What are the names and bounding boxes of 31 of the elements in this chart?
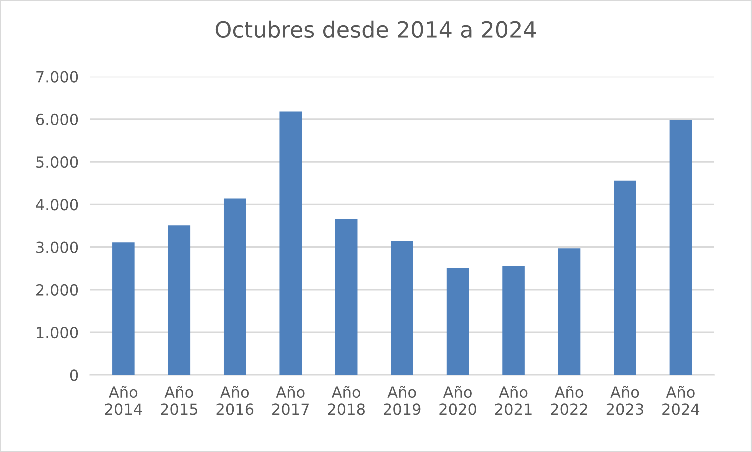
x-tick-label: Año 2016 [216,386,254,416]
x-tick-label: Año 2024 [662,386,700,416]
y-tick-label: 6.000 [36,114,78,126]
x-tick-label: Año 2021 [495,386,532,416]
y-tick-label: 1.000 [37,327,78,339]
x-tick-label: Año 2023 [606,386,644,416]
bar [446,268,470,376]
bar [502,266,525,376]
bar [112,242,135,376]
y-tick-label: 3.000 [36,242,78,254]
bar [558,248,581,376]
x-tick-label: Año 2014 [105,386,142,416]
bar [224,198,246,376]
y-tick-label: 2.000 [36,284,78,296]
chart-title: Octubres desde 2014 a 2024 [216,20,536,38]
y-tick-label: 4.000 [36,199,78,211]
bar [280,112,302,376]
x-tick-label: Año 2017 [272,386,309,416]
x-tick-label: Año 2018 [328,386,365,416]
bar [335,219,358,376]
y-tick-label: 7.000 [36,71,78,83]
x-tick-label: Año 2020 [440,386,476,416]
y-tick-label: 0 [70,370,78,382]
x-tick-label: Año 2015 [161,386,198,416]
bar [614,180,636,376]
y-tick-label: 5.000 [36,156,78,168]
x-tick-label: Año 2022 [551,386,588,416]
x-tick-label: Año 2019 [384,386,421,416]
bar [168,226,191,376]
bar [670,120,692,376]
bar [391,241,414,376]
